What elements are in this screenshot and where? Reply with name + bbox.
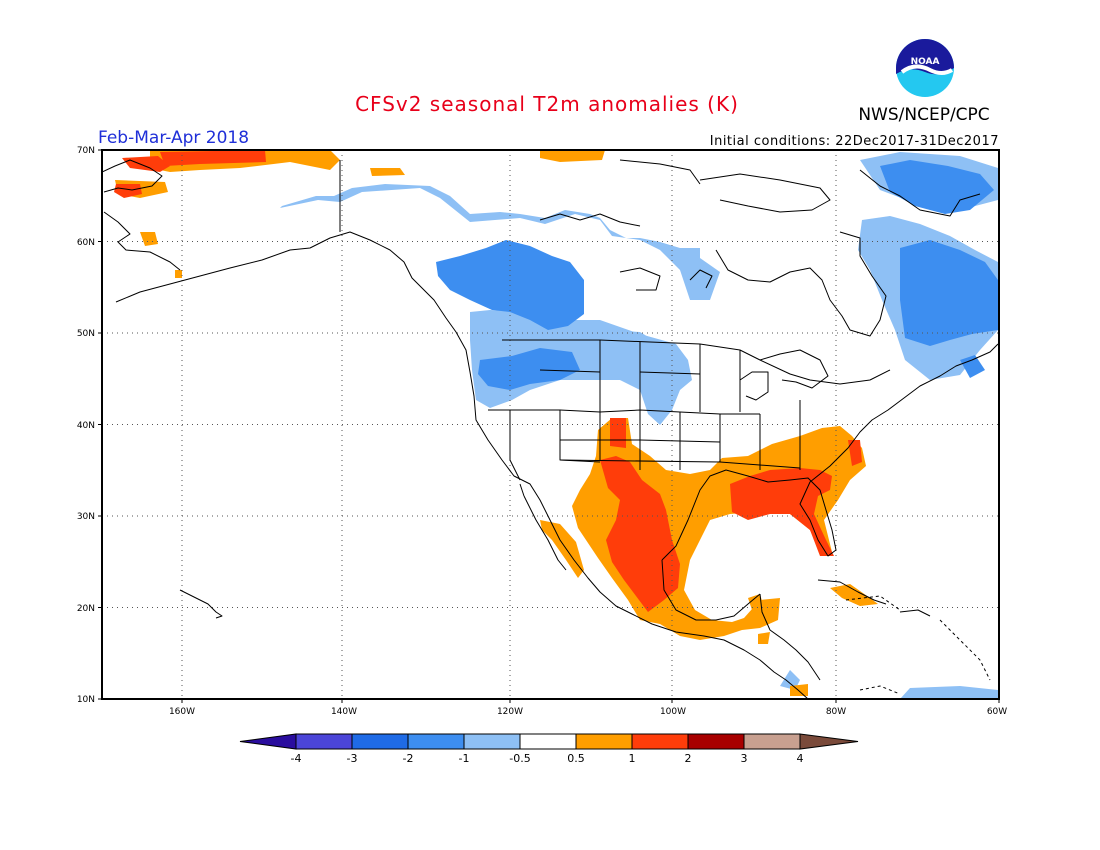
- map-panel: [102, 150, 999, 699]
- lon-axis: 160W 140W 120W 100W 80W 60W: [169, 707, 1007, 717]
- colorbar-swatch: [463, 733, 521, 750]
- colorbar-label: -0.5: [509, 752, 530, 765]
- agency-label: NWS/NCEP/CPC: [858, 105, 989, 125]
- lon-label: 120W: [497, 707, 523, 717]
- anomaly-red: [114, 150, 862, 612]
- lat-label: 60N: [77, 238, 95, 248]
- figure-title: CFSv2 seasonal T2m anomalies (K): [355, 92, 739, 116]
- lat-label: 20N: [77, 604, 95, 614]
- forecast-period: Feb-Mar-Apr 2018: [98, 128, 249, 148]
- colorbar-label: 4: [797, 752, 804, 765]
- colorbar-swatch: [295, 733, 353, 750]
- colorbar-swatch: [743, 733, 801, 750]
- colorbar-label: 3: [741, 752, 748, 765]
- lat-label: 50N: [77, 329, 95, 339]
- colorbar-label: -2: [403, 752, 414, 765]
- lon-label: 80W: [826, 707, 846, 717]
- colorbar-label: -3: [347, 752, 358, 765]
- lat-axis: 10N 20N 30N 40N 50N 60N 70N: [77, 146, 95, 705]
- coastlines: [102, 159, 999, 699]
- lat-label: 30N: [77, 512, 95, 522]
- noaa-logo-icon: NOAA: [896, 39, 954, 97]
- lat-label: 70N: [77, 146, 95, 156]
- lat-label: 40N: [77, 421, 95, 431]
- colorbar-label: 0.5: [567, 752, 585, 765]
- colorbar-swatch: [575, 733, 633, 750]
- colorbar-arrow-high: [799, 733, 859, 750]
- colorbar-swatch: [407, 733, 465, 750]
- svg-text:NOAA: NOAA: [911, 57, 940, 67]
- colorbar-swatch: [631, 733, 689, 750]
- lon-label: 100W: [660, 707, 686, 717]
- lon-label: 140W: [331, 707, 357, 717]
- islands: [845, 595, 991, 695]
- colorbar-swatch: [687, 733, 745, 750]
- colorbar-label: -1: [459, 752, 470, 765]
- lat-label: 10N: [77, 695, 95, 705]
- lon-label: 60W: [987, 707, 1007, 717]
- colorbar-label: -4: [291, 752, 302, 765]
- colorbar-swatch: [519, 733, 577, 750]
- colorbar-arrow-low: [239, 733, 297, 750]
- colorbar-label: 2: [685, 752, 692, 765]
- colorbar-label: 1: [629, 752, 636, 765]
- initial-conditions: Initial conditions: 22Dec2017-31Dec2017: [710, 134, 999, 149]
- colorbar-swatch: [351, 733, 409, 750]
- colorbar: -4 -3 -2 -1 -0.5 0.5 1 2 3 4: [239, 733, 859, 765]
- lon-label: 160W: [169, 707, 195, 717]
